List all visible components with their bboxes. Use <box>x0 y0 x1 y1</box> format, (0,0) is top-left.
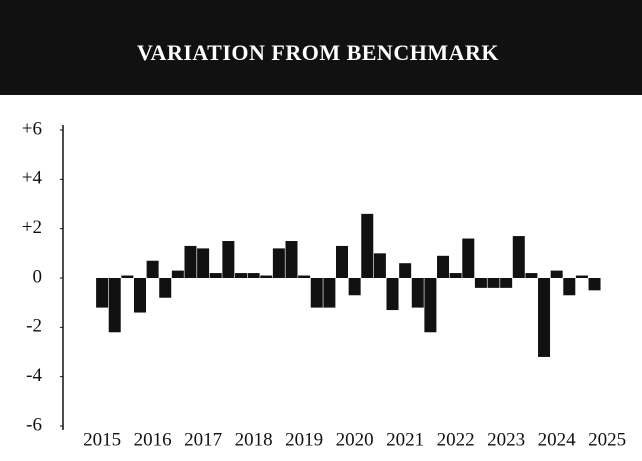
title-bar <box>0 0 642 95</box>
x-tick-label: 2022 <box>437 429 475 450</box>
x-tick-label: 2019 <box>285 429 323 450</box>
bar <box>462 238 475 278</box>
bar <box>260 275 273 278</box>
x-tick-label: 2025 <box>588 429 626 450</box>
bar <box>386 278 399 311</box>
bar <box>399 263 412 278</box>
bar <box>133 278 146 313</box>
bar <box>209 273 222 278</box>
y-tick-label: -6 <box>26 414 42 435</box>
bar <box>272 248 285 278</box>
y-tick-label: -2 <box>26 316 42 337</box>
bar <box>424 278 437 333</box>
x-tick-label: 2023 <box>487 429 525 450</box>
bar <box>550 270 563 278</box>
bar <box>487 278 500 288</box>
bar <box>474 278 487 288</box>
bar <box>285 241 298 278</box>
y-tick-label: +2 <box>22 217 42 238</box>
bar <box>563 278 576 296</box>
bar <box>108 278 121 333</box>
y-tick-label: -4 <box>26 365 42 386</box>
bar <box>197 248 210 278</box>
bar <box>411 278 424 308</box>
bar <box>146 260 159 278</box>
bar <box>588 278 601 291</box>
bar <box>437 255 450 278</box>
bar <box>361 213 374 278</box>
chart-title: VARIATION FROM BENCHMARK <box>137 40 499 65</box>
bar <box>449 273 462 278</box>
y-tick-label: 0 <box>33 266 43 287</box>
x-tick-label: 2024 <box>538 429 577 450</box>
bar <box>575 275 588 278</box>
bar <box>184 245 197 278</box>
bar <box>373 253 386 278</box>
bar <box>500 278 513 288</box>
bar <box>323 278 336 308</box>
bar <box>96 278 109 308</box>
bar <box>310 278 323 308</box>
bar <box>298 275 311 278</box>
x-tick-label: 2018 <box>235 429 273 450</box>
x-tick-label: 2021 <box>386 429 424 450</box>
bar <box>247 273 260 278</box>
bar <box>159 278 172 298</box>
bar <box>538 278 551 357</box>
x-tick-label: 2020 <box>336 429 374 450</box>
x-tick-label: 2016 <box>134 429 172 450</box>
x-tick-label: 2015 <box>83 429 121 450</box>
bar <box>512 236 525 278</box>
x-tick-label: 2017 <box>184 429 222 450</box>
bar <box>525 273 538 278</box>
bar <box>234 273 247 278</box>
bar <box>171 270 184 278</box>
bar <box>336 245 349 278</box>
bar <box>121 275 134 278</box>
y-tick-label: +6 <box>22 118 42 139</box>
bar <box>222 241 235 278</box>
bar <box>348 278 361 296</box>
y-tick-label: +4 <box>22 168 43 189</box>
